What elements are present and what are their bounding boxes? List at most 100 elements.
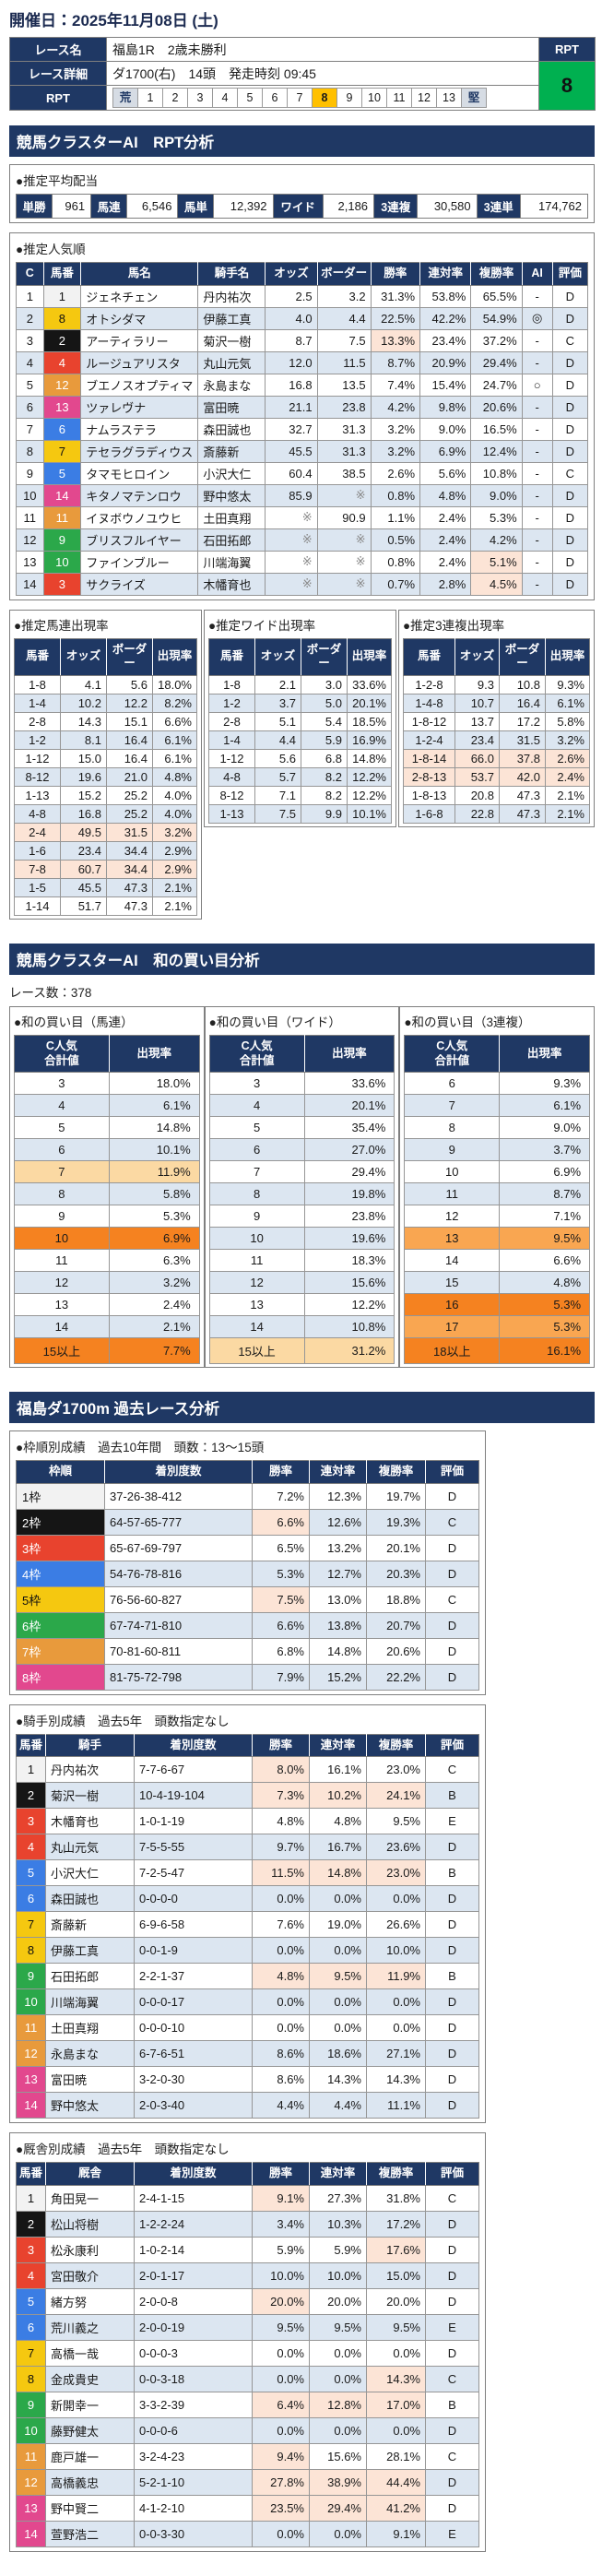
table-cell: 森田誠也 (197, 417, 266, 441)
table-cell: 37.8 (499, 748, 546, 768)
column-header: 着別度数 (104, 1460, 253, 1484)
table-row: 14 10.8% (208, 1315, 395, 1339)
table-cell: 9.8% (419, 395, 472, 419)
column-header: 馬番 (16, 1733, 46, 1758)
table-cell: 1-2 (14, 730, 61, 750)
table-row: 6枠 67-74-71-810 6.6% 13.8% 20.7% D (16, 1611, 479, 1639)
table-cell: ○ (521, 373, 553, 397)
table-cell: 0.0% (309, 2521, 367, 2547)
table-cell: 6.9% (419, 439, 472, 463)
table-cell: 14 (404, 1249, 501, 1273)
table-row: 2 8 オトシダマ 伊藤工真 4.0 4.4 22.5% 42.2% 54.9% ◎ D (16, 306, 589, 330)
table-cell: 7-2-5-47 (134, 1859, 253, 1887)
header-row: C人気 合計値 出現率 (208, 1034, 395, 1074)
table-cell: 14.3 (60, 711, 107, 731)
table-row: 11 8.7% (404, 1182, 591, 1206)
table-cell: 21.0 (106, 766, 153, 787)
table-cell: 10 (42, 550, 82, 574)
table-cell: 3-2-4-23 (134, 2443, 253, 2470)
table-cell: 8 (14, 1182, 110, 1206)
race-detail-row: レース詳細 ダ1700(右) 14頭 発走時刻 09:45 8 (9, 61, 596, 111)
table-cell: 1 (42, 284, 82, 308)
table-cell: 14 (16, 572, 44, 596)
table-cell: 5.0 (301, 693, 348, 713)
table-cell: B (425, 2392, 479, 2418)
table-cell: 9 (16, 1963, 46, 1990)
table-cell: 2.4% (419, 550, 472, 574)
table-cell: 1-4-8 (403, 693, 455, 713)
table-cell: 34.4 (106, 859, 153, 879)
buy-sanrenpuku-table: C人気 合計値 出現率 6 9.3% 7 6.1% 8 9.0% 9 3.7% 10 6.9% 11 8.… (404, 1034, 591, 1365)
table-row: 12 7.1% (404, 1205, 591, 1229)
table-cell: 石田拓郎 (45, 1963, 135, 1990)
table-cell: 6.9% (108, 1227, 200, 1251)
table-row: 10 6.9% (14, 1227, 200, 1251)
table-cell: 2.4% (419, 528, 472, 552)
buy-wide-box: ●和の買い目（ワイド） C人気 合計値 出現率 3 33.6% 4 20.1% 5 35.4%… (204, 1005, 400, 1369)
table-cell: 6.6% (499, 1249, 591, 1273)
column-header: オッズ (265, 262, 318, 286)
table-cell: 6-9-6-58 (134, 1911, 253, 1939)
table-cell: D (425, 2092, 479, 2119)
column-header: C人気 合計値 (404, 1034, 501, 1074)
column-header: 出現率 (304, 1034, 395, 1074)
table-cell: 10.0% (309, 2262, 367, 2289)
column-header: C (16, 262, 44, 286)
table-cell: 5.6 (254, 748, 301, 768)
column-header: 勝率 (252, 1460, 310, 1484)
rpt-column-header: RPT (538, 37, 596, 62)
table-cell: D (551, 373, 589, 397)
table-cell: 13.7 (454, 711, 500, 731)
table-row: 6 13 ツァレヴナ 富田暁 21.1 23.8 4.2% 9.8% 20.6% - D (16, 395, 589, 419)
table-cell: 菊沢一樹 (197, 328, 266, 352)
table-cell: 9 (42, 528, 82, 552)
table-cell: 20.6% (470, 395, 523, 419)
table-cell: 7 (14, 1160, 110, 1184)
table-row: 7 11.9% (14, 1160, 200, 1184)
table-cell: C (425, 1756, 479, 1784)
table-cell: 7 (16, 1911, 46, 1939)
table-cell: 1 (16, 284, 44, 308)
table-cell: 3.2% (108, 1271, 200, 1295)
table-cell: 14.8% (309, 1637, 367, 1665)
table-cell: 18.6% (309, 2040, 367, 2068)
table-cell: 4.4 (316, 306, 372, 330)
table-cell: 2.1% (152, 896, 197, 916)
table-cell: 23.8% (303, 1205, 395, 1229)
buy-sanrenpuku-title: ●和の買い目（3連複） (404, 1015, 531, 1029)
table-cell: 4枠 (16, 1560, 105, 1587)
table-cell: 2-2-1-37 (134, 1963, 253, 1990)
table-row: 1-6-8 22.8 47.3 2.1% (403, 803, 590, 824)
table-cell: 10.3% (309, 2211, 367, 2238)
rpt-scale-step: 堅 (461, 88, 487, 108)
table-row: 3 松永康利 1-0-2-14 5.9% 5.9% 17.6% D (16, 2237, 479, 2263)
buy-wide-table: C人気 合計値 出現率 3 33.6% 4 20.1% 5 35.4% 6 27.0% 7 29.4%… (208, 1034, 395, 1365)
table-row: 2-8-13 53.7 42.0 2.4% (403, 766, 590, 787)
table-cell: 2-0-0-19 (134, 2314, 253, 2341)
table-cell: 丸山元気 (45, 1834, 135, 1861)
table-row: 4 6.1% (14, 1094, 200, 1118)
table-cell: 15.4% (419, 373, 472, 397)
table-row: 15以上 7.7% (14, 1337, 200, 1365)
payout-type-label: 馬連 (90, 194, 128, 219)
table-cell: 5.3% (499, 1315, 591, 1339)
table-cell: 26.6% (366, 1911, 426, 1939)
table-cell: 81-75-72-798 (104, 1663, 253, 1691)
table-cell: アーティラリー (80, 328, 199, 352)
table-cell: ※ (265, 550, 318, 574)
table-cell: 2 (16, 306, 44, 330)
table-cell: 76-56-60-827 (104, 1585, 253, 1613)
table-cell: ジェネチェン (80, 284, 199, 308)
table-cell: ファインブルー (80, 550, 199, 574)
table-cell: 20.3% (366, 1560, 426, 1587)
table-cell: 38.9% (309, 2469, 367, 2496)
table-cell: 8.0% (252, 1756, 310, 1784)
table-row: 14 野中悠太 2-0-3-40 4.4% 4.4% 11.1% D (16, 2092, 479, 2119)
header-row: 馬番 オッズ ボーダー 出現率 (208, 637, 392, 676)
table-cell: - (521, 395, 553, 419)
table-row: 9 3.7% (404, 1138, 591, 1162)
table-cell: 1-4 (208, 730, 255, 750)
table-cell: 0.0% (309, 2417, 367, 2444)
table-cell: 20.1% (347, 693, 392, 713)
table-cell: 11 (208, 1249, 305, 1273)
